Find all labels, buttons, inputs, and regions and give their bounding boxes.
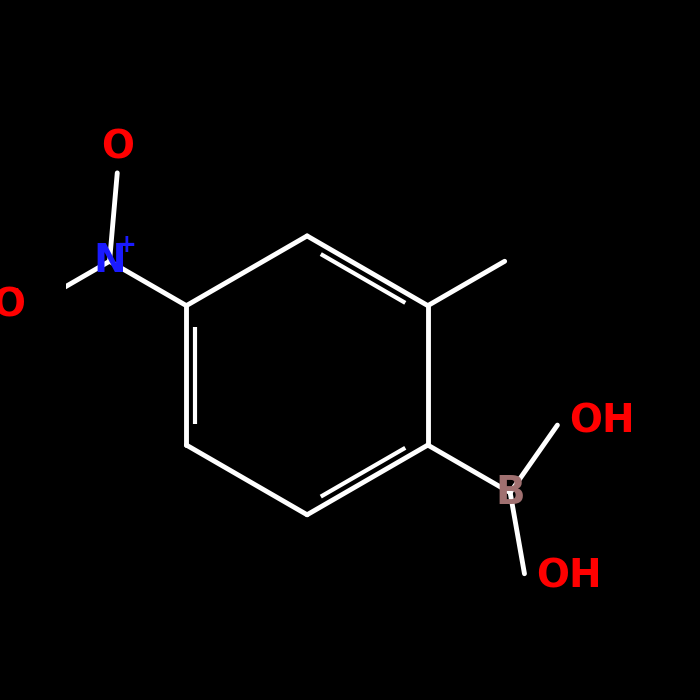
Text: O: O <box>101 129 134 167</box>
Text: B: B <box>496 474 525 512</box>
Text: OH: OH <box>569 403 634 441</box>
Text: −: − <box>1 277 20 301</box>
Text: N: N <box>93 242 126 280</box>
Text: OH: OH <box>536 558 601 596</box>
Text: O: O <box>0 286 25 325</box>
Text: +: + <box>116 233 136 257</box>
